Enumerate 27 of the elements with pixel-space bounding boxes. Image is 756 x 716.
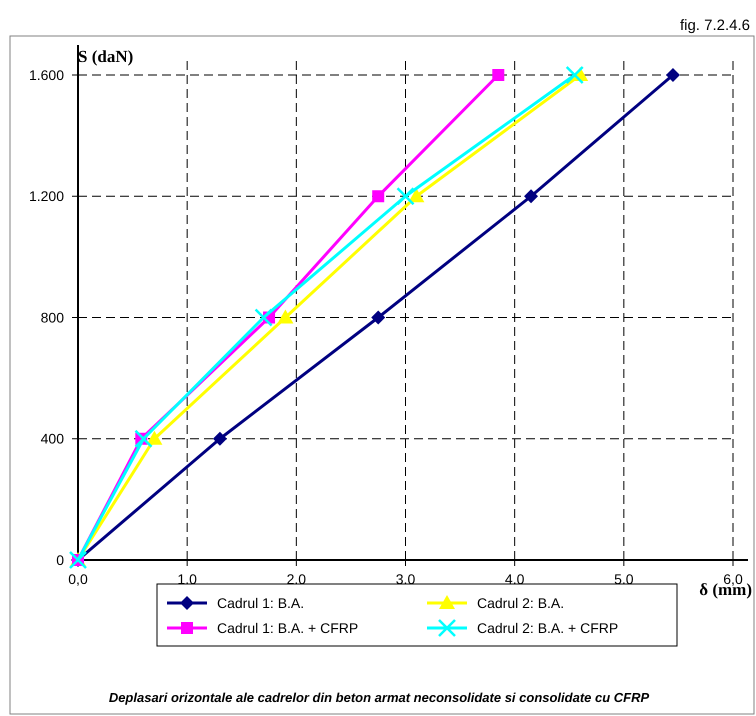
- y-tick-label: 800: [40, 309, 64, 326]
- caption: fig. 7.2.4.6: [680, 17, 750, 34]
- point: [372, 190, 384, 202]
- point: [565, 66, 584, 84]
- point: [68, 550, 88, 570]
- legend-label: Cadrul 1: B.A.: [217, 594, 304, 611]
- point: [666, 68, 680, 82]
- y-tick-label: 400: [40, 430, 64, 447]
- point: [212, 432, 227, 446]
- point: [371, 310, 386, 324]
- point: [492, 69, 504, 81]
- point: [277, 310, 294, 324]
- point: [408, 188, 424, 202]
- point: [254, 308, 273, 327]
- point: [524, 189, 538, 204]
- y-tick-label: 1.200: [28, 188, 64, 204]
- point: [134, 430, 153, 448]
- y-tick-label: 0: [56, 552, 64, 568]
- legend-label: Cadrul 1: B.A. + CFRP: [217, 620, 358, 636]
- point: [396, 187, 415, 206]
- y-axis-title: S (daN): [78, 47, 134, 66]
- x-tick-label: 0,0: [68, 571, 88, 587]
- legend-label: Cadrul 2: B.A.: [477, 594, 564, 611]
- text: Deplasari orizontale ale cadrelor din beton armat neconsolidate si consolidate cu CFRP: [108, 690, 650, 705]
- y-tick-label: 1.600: [28, 66, 64, 83]
- legend-label: Cadrul 2: B.A. + CFRP: [477, 620, 618, 636]
- point: [146, 430, 162, 445]
